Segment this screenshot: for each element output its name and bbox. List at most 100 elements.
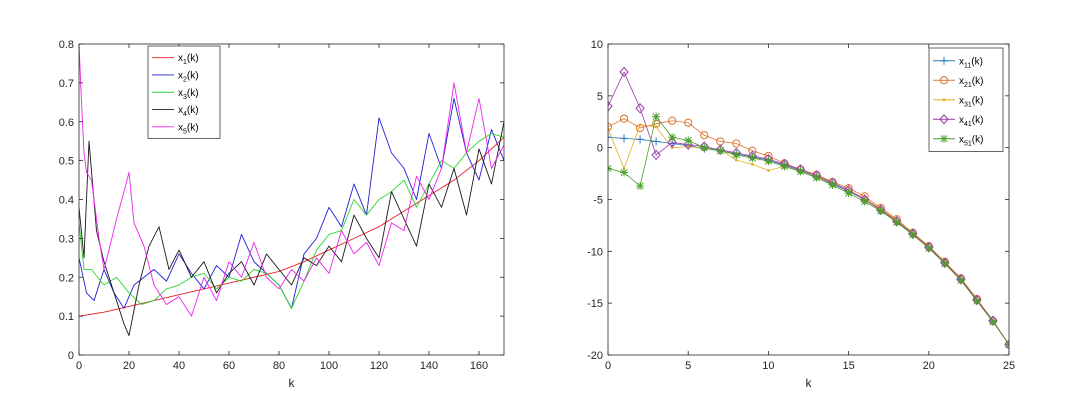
- y-tick-label: 0.6: [59, 117, 74, 129]
- legend: x11(k) x21(k) x31(k) x41(k) x51(k): [928, 47, 1004, 152]
- series-line-x2: [79, 97, 504, 309]
- legend-entry-x31: x31(k): [959, 95, 983, 108]
- legend-marker-x51: [940, 134, 948, 143]
- x-tick-label: 10: [762, 360, 774, 372]
- y-tick-label: -20: [587, 350, 603, 362]
- data-point-x21-4: [668, 116, 677, 125]
- series-x4: [79, 121, 504, 337]
- data-point-x11-2: [636, 135, 645, 144]
- data-point-x21-8: [732, 139, 741, 148]
- y-tick-label: 0: [597, 143, 603, 155]
- data-point-x51-6: [700, 143, 709, 152]
- x-tick-label: 15: [842, 360, 854, 372]
- series-line-x31: [608, 124, 1009, 345]
- y-tick-label: 0.7: [59, 78, 74, 90]
- legend: x1(k) x2(k) x3(k) x4(k) x5(k): [147, 45, 221, 139]
- data-point-x31-2: [638, 123, 642, 127]
- legend-marker-x41: [939, 113, 949, 125]
- x-tick-label: 160: [470, 360, 488, 372]
- y-tick-label: 0.1: [59, 311, 74, 323]
- series-x3: [79, 132, 504, 309]
- y-tick-label: 0.3: [59, 233, 74, 245]
- data-point-x21-6: [700, 131, 709, 140]
- series-line-x5: [79, 44, 504, 317]
- x-tick-label: 20: [123, 360, 135, 372]
- x-tick-label: 120: [370, 360, 388, 372]
- data-point-x51-1: [620, 168, 629, 177]
- data-point-x51-8: [732, 150, 741, 159]
- data-point-x31-8: [734, 158, 738, 162]
- data-point-x51-10: [764, 157, 773, 166]
- legend-entry-x11: x11(k): [959, 56, 983, 69]
- data-point-x51-13: [812, 173, 821, 182]
- data-point-x21-5: [684, 118, 693, 127]
- data-point-x51-5: [684, 136, 693, 145]
- data-point-x11-0: [608, 133, 612, 142]
- legend-entry-x21: x21(k): [959, 76, 983, 89]
- x-tick-label: 100: [320, 360, 338, 372]
- x-tick-label: 40: [173, 360, 185, 372]
- y-tick-label: 0.4: [59, 195, 74, 207]
- x-tick-label: 80: [273, 360, 285, 372]
- data-point-x31-9: [750, 162, 754, 166]
- data-point-x31-1: [622, 167, 626, 170]
- data-point-x51-21: [940, 259, 949, 268]
- data-point-x21-1: [619, 114, 629, 123]
- left-chart: 0 20 40 60 80 100 120 140 160 0 0.1 0.2 0.3 0.4 0.5 0.6…: [59, 39, 505, 390]
- x-tick-label: 0: [605, 360, 611, 372]
- y-tick-label: -10: [587, 246, 603, 258]
- series-x2: [79, 97, 504, 309]
- y-tick-label: 0: [68, 350, 74, 362]
- data-point-x11-3: [652, 137, 661, 146]
- x-tick-label: 5: [685, 360, 691, 372]
- data-point-x31-5: [686, 145, 690, 149]
- x-tick-label: 140: [420, 360, 438, 372]
- data-point-x51-23: [972, 297, 981, 306]
- data-point-x51-16: [860, 197, 869, 206]
- y-tick-label: 5: [597, 91, 603, 103]
- series-x31: [608, 123, 1009, 347]
- y-tick-label: 10: [591, 39, 603, 51]
- data-point-x51-17: [876, 206, 885, 215]
- legend-entry-x5: x5(k): [178, 122, 199, 135]
- data-point-x41-4: [667, 137, 677, 148]
- legend-entry-x4: x4(k): [178, 105, 199, 118]
- x-axis-label: k: [806, 376, 813, 390]
- data-point-x41-25: [1004, 339, 1009, 350]
- data-point-x51-20: [924, 244, 933, 253]
- right-chart: 0 5 10 15 20 25 -20 -15 -10 -5 0 5 10 k x11(k) x21(k) x3…: [587, 39, 1015, 390]
- data-point-x51-19: [908, 230, 917, 239]
- legend-marker-x21: [939, 76, 949, 85]
- data-point-x51-15: [844, 189, 853, 198]
- x-axis-label: k: [289, 376, 296, 390]
- data-point-x51-24: [988, 317, 997, 326]
- x-tick-label: 25: [1003, 360, 1015, 372]
- data-point-x51-14: [828, 180, 837, 189]
- data-point-x41-1: [619, 66, 629, 78]
- series-line-x21: [608, 118, 1009, 345]
- data-point-x31-10: [767, 169, 770, 172]
- x-tick-label: 0: [76, 360, 82, 372]
- data-point-x11-1: [620, 134, 629, 143]
- y-tick-label: -15: [587, 298, 603, 310]
- series-line-x41: [608, 71, 1009, 345]
- legend-entry-x51: x51(k): [959, 134, 983, 147]
- series-line-x11: [608, 136, 1009, 345]
- data-point-x51-3: [652, 112, 661, 121]
- legend-entry-x1: x1(k): [178, 53, 199, 66]
- data-point-x51-18: [892, 218, 901, 227]
- legend-entry-x2: x2(k): [178, 70, 199, 83]
- data-point-x51-7: [716, 146, 725, 155]
- data-point-x51-11: [780, 162, 789, 171]
- legend-marker-x31: [942, 98, 946, 102]
- legend-entry-x3: x3(k): [178, 88, 199, 101]
- series-line-x4: [79, 121, 504, 337]
- series-x51: [608, 112, 1009, 349]
- y-tick-label: -5: [593, 195, 603, 207]
- legend-marker-x11: [940, 56, 948, 65]
- data-point-x51-12: [796, 167, 805, 176]
- series-x5: [79, 44, 504, 317]
- data-point-x31-3: [654, 125, 658, 129]
- data-point-x51-22: [956, 276, 965, 285]
